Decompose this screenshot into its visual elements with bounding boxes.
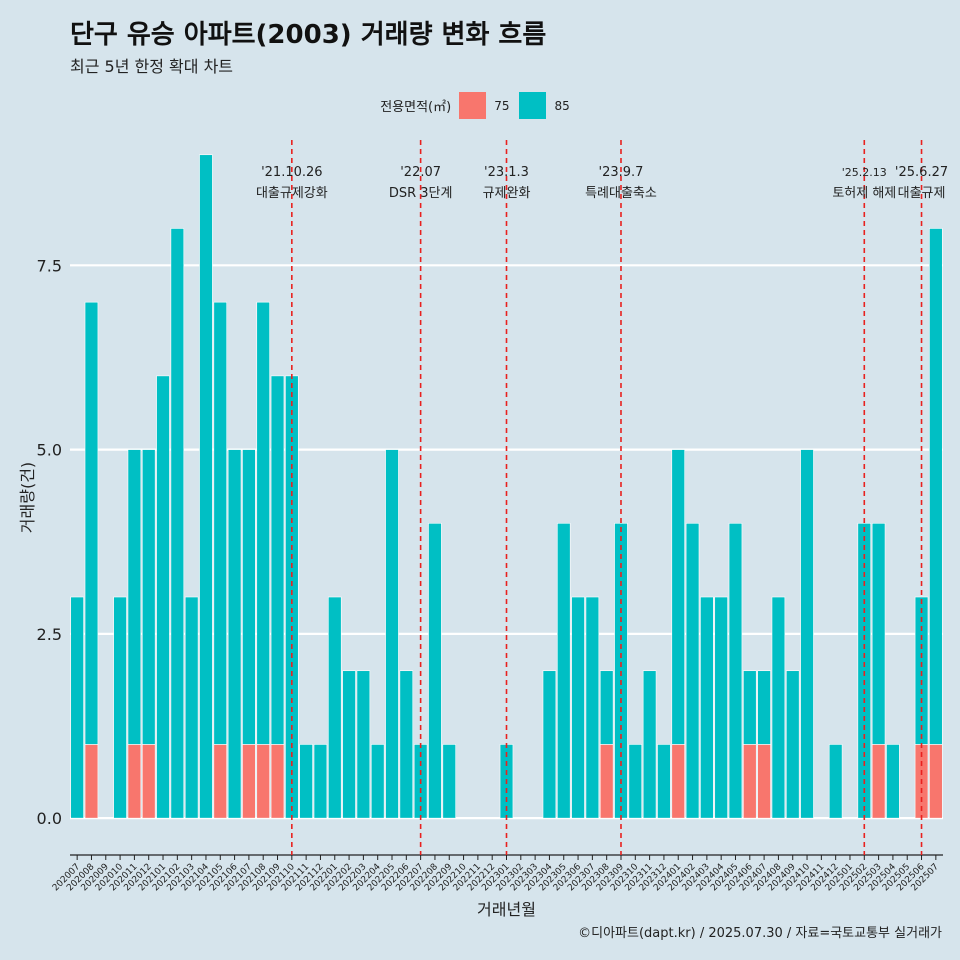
x-axis-title: 거래년월 (477, 900, 536, 919)
bar-75-202407 (757, 744, 771, 819)
bar-85-202410 (800, 449, 814, 819)
event-name-label: 대출규제 (898, 186, 946, 201)
bar-85-202504 (886, 744, 900, 819)
y-axis-title: 거래량(건) (18, 462, 37, 533)
legend-label-85: 85 (554, 98, 570, 113)
y-tick-label: 0.0 (37, 809, 62, 828)
bar-85-202407 (757, 670, 771, 745)
bar-85-202403 (700, 596, 714, 819)
bar-85-202105 (213, 301, 228, 745)
legend-title: 전용면적(㎡) (380, 100, 452, 115)
bar-85-202008 (84, 301, 99, 745)
y-tick-label: 5.0 (37, 441, 62, 460)
bar-85-202409 (785, 670, 800, 819)
bar-85-202401 (671, 449, 685, 745)
bar-75-202107 (242, 744, 256, 819)
event-date-label: '25.6.27 (895, 165, 948, 180)
bar-85-202111 (299, 744, 313, 819)
bar-85-202011 (127, 449, 142, 745)
event-date-label: '23.1.3 (484, 165, 529, 180)
bar-85-202205 (385, 449, 399, 819)
bar-85-202107 (242, 449, 256, 745)
bar-85-202305 (557, 522, 571, 819)
bar-75-202008 (84, 744, 99, 819)
bar-85-202104 (199, 154, 213, 819)
bar-75-202308 (599, 744, 614, 819)
bar-75-202406 (743, 744, 757, 819)
bar-85-202110 (285, 375, 299, 819)
bar-85-202311 (642, 670, 657, 819)
bar-85-202103 (184, 596, 199, 819)
event-date-label: '21.10.26 (261, 165, 322, 180)
legend-label-75: 75 (494, 98, 510, 113)
event-name-label: DSR 3단계 (389, 186, 453, 201)
bar-85-202106 (227, 449, 242, 819)
event-date-label: '23.9.7 (599, 165, 644, 180)
chart-subtitle: 최근 5년 한정 확대 차트 (70, 57, 234, 76)
chart-title: 단구 유승 아파트(2003) 거래량 변화 흐름 (70, 20, 547, 50)
bar-85-202201 (328, 596, 342, 819)
bar-85-202307 (585, 596, 600, 819)
source-caption: ©디아파트(dapt.kr) / 2025.07.30 / 자료=국토교통부 실… (578, 926, 942, 941)
legend: 전용면적(㎡) 75 85 (0, 92, 960, 119)
bar-85-202308 (599, 670, 614, 745)
event-name-label: 토허제 해제 (832, 186, 896, 201)
bar-85-202310 (628, 744, 643, 819)
bar-75-202401 (671, 744, 685, 819)
bar-85-202312 (657, 744, 671, 819)
bar-75-202011 (127, 744, 142, 819)
bar-85-202203 (356, 670, 371, 819)
bar-85-202507 (929, 228, 943, 745)
bar-85-202412 (828, 744, 843, 819)
bar-75-202105 (213, 744, 228, 819)
bar-75-202507 (929, 744, 943, 819)
bar-75-202108 (256, 744, 270, 819)
bar-75-202109 (270, 744, 285, 819)
bar-85-202112 (313, 744, 328, 819)
bar-85-202405 (728, 522, 743, 819)
bar-85-202102 (170, 228, 185, 819)
bar-85-202404 (714, 596, 728, 819)
bar-85-202503 (871, 522, 886, 745)
legend-swatch-85 (519, 92, 547, 119)
bar-75-202012 (141, 744, 156, 819)
bar-85-202209 (442, 744, 456, 819)
y-tick-label: 2.5 (37, 625, 62, 644)
y-tick-label: 7.5 (37, 256, 62, 275)
event-name-label: 규제완화 (483, 186, 531, 201)
bar-85-202010 (113, 596, 127, 819)
bar-85-202406 (743, 670, 757, 745)
bar-85-202208 (428, 522, 442, 819)
bar-85-202101 (156, 375, 170, 819)
event-date-label: '22.07 (400, 165, 441, 180)
event-name-label: 대출규제강화 (256, 186, 328, 201)
bar-85-202304 (542, 670, 557, 819)
event-name-label: 특례대출축소 (585, 186, 657, 201)
bar-85-202012 (141, 449, 156, 745)
legend-swatch-75 (459, 92, 487, 119)
event-date-label: '25.2.13 (842, 166, 887, 179)
bar-85-202007 (70, 596, 84, 819)
bar-75-202503 (871, 744, 886, 819)
bar-85-202408 (771, 596, 786, 819)
bar-85-202206 (399, 670, 414, 819)
bar-85-202109 (270, 375, 285, 745)
bar-85-202402 (685, 522, 700, 819)
bar-85-202108 (256, 301, 270, 745)
bar-85-202202 (342, 670, 356, 819)
bar-85-202306 (571, 596, 585, 819)
bar-85-202204 (370, 744, 385, 819)
